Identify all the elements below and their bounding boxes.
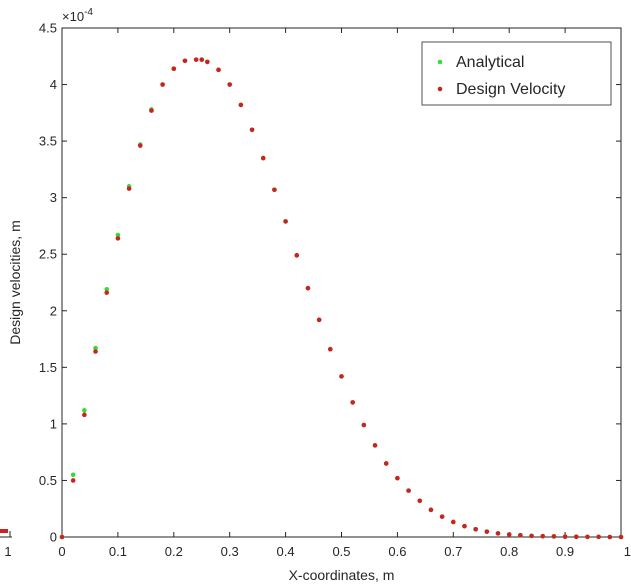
y-axis-ticks: 0 0.5 1 1.5 2 2.5 3 3.5 4 4.5 — [39, 21, 621, 545]
data-point — [199, 57, 205, 62]
data-point — [562, 534, 568, 539]
x-tick-label: 0.1 — [109, 544, 127, 559]
data-point — [350, 400, 355, 405]
legend-marker-design-velocity — [437, 86, 443, 92]
data-point — [294, 253, 300, 258]
data-point — [406, 488, 411, 493]
data-point — [104, 286, 110, 292]
data-point — [439, 514, 445, 519]
data-point — [272, 187, 277, 193]
x-tick-label: 1 — [624, 544, 631, 559]
data-point — [126, 186, 132, 191]
y-tick-label: 4 — [50, 77, 57, 92]
x-tick-label: 0.8 — [500, 544, 518, 559]
data-point — [238, 102, 244, 108]
data-point — [339, 374, 344, 379]
data-point — [473, 527, 478, 532]
data-point — [149, 108, 154, 113]
data-point — [618, 534, 624, 540]
data-point — [93, 345, 98, 351]
y-tick-label: 3 — [50, 190, 57, 205]
y-tick-label: 0 — [50, 530, 57, 545]
data-point — [283, 219, 288, 224]
data-point — [518, 533, 523, 538]
data-point — [82, 408, 87, 413]
x-tick-label: 0.4 — [277, 544, 295, 559]
data-point — [361, 422, 367, 428]
data-point — [305, 285, 311, 291]
data-point — [216, 67, 221, 73]
data-point — [115, 236, 121, 241]
series-design-velocity — [59, 57, 624, 540]
data-point — [428, 507, 434, 513]
left-panel-marker — [0, 529, 8, 533]
data-point — [93, 349, 98, 354]
legend: Analytical Design Velocity — [421, 41, 612, 106]
data-point — [383, 461, 389, 466]
data-point — [328, 346, 333, 352]
data-point — [59, 534, 65, 540]
data-point — [495, 531, 501, 536]
data-point — [182, 58, 188, 64]
data-point — [573, 534, 579, 540]
x-tick-label: 0.6 — [388, 544, 406, 559]
left-panel-fragment: 1 — [0, 529, 12, 559]
y-tick-label: 1.5 — [39, 360, 57, 375]
data-point — [115, 232, 121, 238]
y-tick-label: 2 — [50, 303, 57, 318]
plot-area — [61, 27, 622, 538]
data-point — [249, 127, 255, 133]
y-axis-exponent: ×10-4 — [62, 7, 93, 24]
data-point — [104, 290, 110, 295]
x-tick-label: 0.3 — [221, 544, 239, 559]
legend-label-design-velocity: Design Velocity — [456, 81, 565, 98]
data-point — [137, 143, 143, 148]
data-point — [607, 534, 613, 540]
data-point — [171, 66, 177, 72]
y-tick-label: 4.5 — [39, 21, 57, 36]
data-point — [70, 472, 76, 478]
data-point — [227, 82, 232, 87]
data-point — [160, 82, 165, 87]
legend-box — [421, 41, 612, 106]
x-tick-label: 0 — [58, 544, 65, 559]
y-axis-label: Design velocities, m — [7, 220, 23, 345]
data-point — [417, 498, 423, 504]
x-tick-label: 0.5 — [332, 544, 350, 559]
data-point — [506, 532, 512, 537]
data-point — [529, 533, 534, 539]
y-tick-label: 0.5 — [39, 473, 57, 488]
data-point — [585, 534, 590, 540]
data-point — [316, 317, 322, 323]
legend-label-analytical: Analytical — [456, 54, 524, 71]
x-tick-label: 0.9 — [556, 544, 574, 559]
data-point — [540, 533, 546, 539]
y-axis-exponent-power: -4 — [84, 7, 93, 18]
data-point — [82, 412, 87, 418]
data-point — [395, 475, 400, 481]
data-point — [372, 443, 378, 448]
data-point — [70, 478, 76, 483]
data-point — [551, 534, 557, 539]
data-point — [205, 59, 210, 65]
left-panel-tick-label: 1 — [4, 544, 11, 559]
data-point — [193, 57, 199, 62]
x-axis-label: X-coordinates, m — [289, 567, 395, 583]
y-tick-label: 1 — [50, 416, 57, 431]
y-axis-exponent-base: ×10 — [62, 9, 84, 24]
data-point — [462, 523, 467, 529]
y-tick-label: 2.5 — [39, 247, 57, 262]
data-point — [596, 534, 601, 540]
x-tick-label: 0.2 — [165, 544, 183, 559]
data-point — [484, 529, 490, 534]
series-layer — [59, 57, 624, 540]
x-axis-ticks: 0 0.1 0.2 0.3 0.4 0.5 0.6 0.7 0.8 0.9 1 — [58, 28, 631, 559]
data-point — [260, 155, 266, 161]
data-point — [451, 519, 456, 525]
plot-axes — [61, 27, 622, 538]
y-tick-label: 3.5 — [39, 134, 57, 149]
legend-marker-analytical — [437, 59, 443, 65]
x-tick-label: 0.7 — [444, 544, 462, 559]
